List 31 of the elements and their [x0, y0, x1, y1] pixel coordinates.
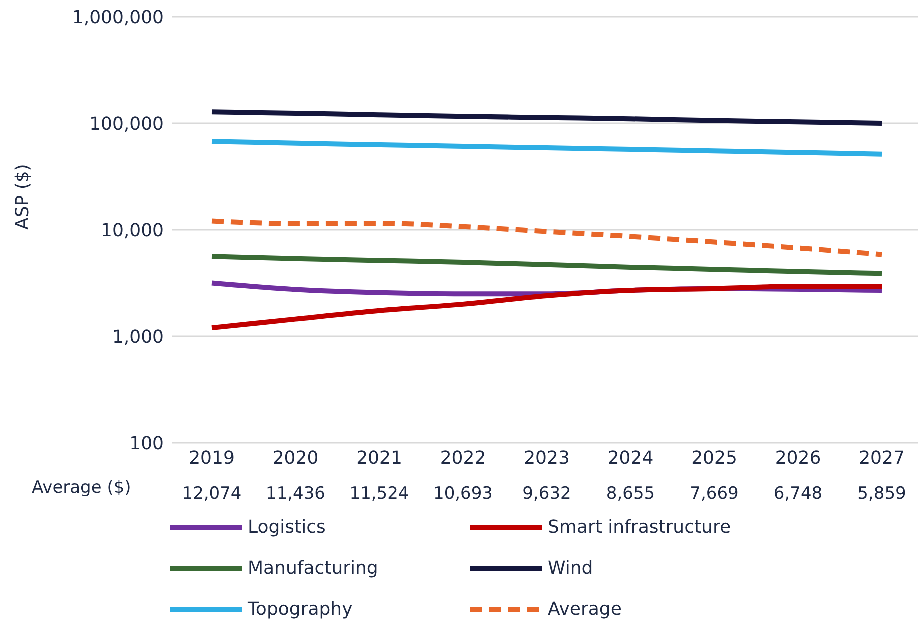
data-label: 5,859 — [858, 484, 906, 504]
x-tick-label: 2023 — [524, 448, 570, 469]
legend-label: Average — [548, 599, 622, 620]
data-label: 11,436 — [266, 484, 326, 504]
y-tick-label: 100,000 — [90, 114, 164, 135]
text: Average ($) — [32, 478, 132, 498]
data-label: 11,524 — [350, 484, 410, 504]
y-tick-label: 1,000 — [112, 326, 164, 348]
data-label: 6,748 — [774, 484, 823, 504]
x-tick-label: 2022 — [440, 448, 486, 469]
x-tick-label: 2025 — [692, 448, 738, 469]
x-tick-label: 2019 — [189, 448, 235, 469]
data-label: 7,669 — [690, 484, 739, 504]
legend-label: Logistics — [248, 517, 326, 538]
y-axis-title: ASP ($) — [12, 164, 34, 230]
x-tick-label: 2024 — [608, 448, 654, 469]
x-tick-label: 2021 — [356, 448, 402, 469]
legend-label: Wind — [548, 558, 594, 579]
legend-label: Topography — [248, 599, 353, 620]
y-tick-label: 1,000,000 — [72, 7, 164, 28]
legend-label: Smart infrastructure — [548, 517, 732, 538]
x-tick-label: 2020 — [272, 448, 319, 469]
data-label: 9,632 — [522, 484, 572, 504]
data-label: 12,074 — [182, 484, 242, 504]
y-tick-label: 100 — [130, 433, 164, 454]
legend-label: Manufacturing — [248, 558, 378, 579]
data-label: 8,655 — [606, 484, 656, 504]
y-tick-label: 10,000 — [101, 220, 164, 242]
data-label: 10,693 — [434, 484, 493, 504]
x-tick-label: 2026 — [775, 448, 822, 469]
x-tick-label: 2027 — [859, 448, 905, 469]
